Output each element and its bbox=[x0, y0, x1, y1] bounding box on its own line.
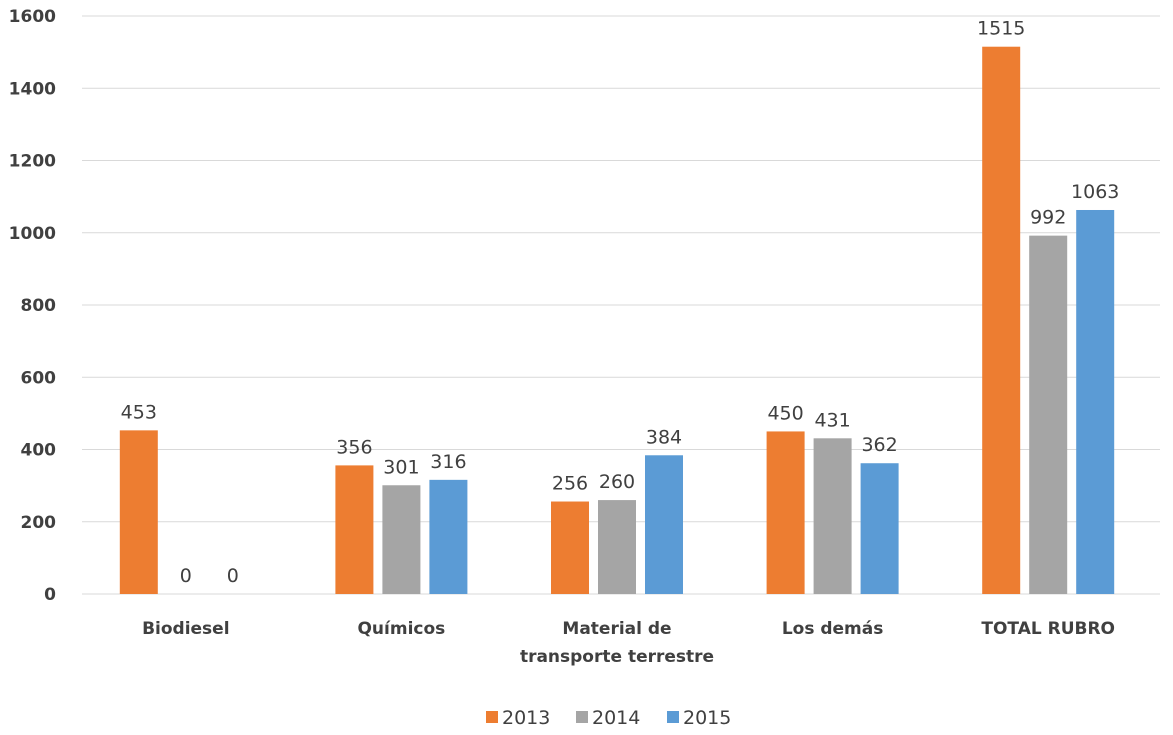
bar-2014-1 bbox=[382, 485, 421, 594]
bar-2014-3 bbox=[813, 438, 852, 594]
bar-2013-3 bbox=[766, 431, 805, 594]
data-label: 992 bbox=[1030, 207, 1066, 229]
x-category-label: Biodiesel bbox=[142, 619, 229, 639]
y-tick-label: 800 bbox=[21, 296, 57, 316]
y-tick-label: 0 bbox=[44, 585, 56, 605]
y-tick-label: 1200 bbox=[9, 152, 56, 172]
legend-swatch-2014 bbox=[576, 711, 588, 723]
bar-2013-0 bbox=[119, 430, 158, 594]
bar-2015-2 bbox=[645, 455, 683, 594]
bar-2015-1 bbox=[429, 479, 468, 594]
data-label: 0 bbox=[180, 565, 192, 587]
bar-2013-2 bbox=[551, 501, 589, 594]
gridlines bbox=[82, 15, 1160, 595]
bars bbox=[119, 46, 1115, 595]
data-label: 0 bbox=[227, 565, 239, 587]
data-label: 450 bbox=[767, 402, 803, 424]
data-labels: 453 0 0 356 301 316 256 260 384 450 431 362 1515 9921… bbox=[121, 18, 1120, 587]
data-label: 384 bbox=[646, 426, 682, 448]
legend-label: 2015 bbox=[683, 707, 731, 729]
data-label: 1515 bbox=[977, 18, 1025, 40]
y-tick-label: 600 bbox=[21, 368, 57, 388]
x-category-label: TOTAL RUBRO bbox=[981, 619, 1115, 639]
data-label: 362 bbox=[861, 434, 897, 456]
bar-2013-1 bbox=[335, 465, 374, 594]
x-category-label: Los demás bbox=[782, 619, 884, 639]
legend: 2013 2014 2015 bbox=[486, 707, 731, 729]
data-label: 260 bbox=[599, 471, 635, 493]
x-category-label: Material de bbox=[562, 619, 671, 639]
legend-label: 2014 bbox=[592, 707, 640, 729]
data-label: 356 bbox=[336, 436, 372, 458]
y-axis-ticks: 0 200 400 600 800 1000 1200 1400 1600 bbox=[9, 7, 56, 605]
x-category-label: Químicos bbox=[357, 619, 445, 639]
data-label: 1063 bbox=[1071, 181, 1119, 203]
data-label: 316 bbox=[430, 451, 466, 473]
y-tick-label: 400 bbox=[21, 441, 57, 461]
legend-swatch-2013 bbox=[486, 711, 498, 723]
y-tick-label: 1000 bbox=[9, 224, 56, 244]
legend-swatch-2015 bbox=[667, 711, 679, 723]
bar-2014-4 bbox=[1029, 235, 1068, 594]
data-label: 301 bbox=[383, 456, 419, 478]
y-tick-label: 200 bbox=[21, 513, 57, 533]
y-tick-label: 1400 bbox=[9, 79, 56, 99]
x-axis-categories: Biodiesel Químicos Material de transporte t… bbox=[142, 619, 1115, 667]
legend-label: 2013 bbox=[502, 707, 550, 729]
bar-2015-4 bbox=[1076, 209, 1115, 594]
data-label: 453 bbox=[121, 401, 157, 423]
y-tick-label: 1600 bbox=[9, 7, 56, 27]
data-label: 256 bbox=[552, 473, 588, 495]
bar-2015-3 bbox=[860, 463, 899, 594]
bar-2013-4 bbox=[982, 46, 1021, 595]
bar-2014-2 bbox=[598, 500, 636, 594]
x-category-label: transporte terrestre bbox=[520, 647, 714, 667]
data-label: 431 bbox=[814, 409, 850, 431]
